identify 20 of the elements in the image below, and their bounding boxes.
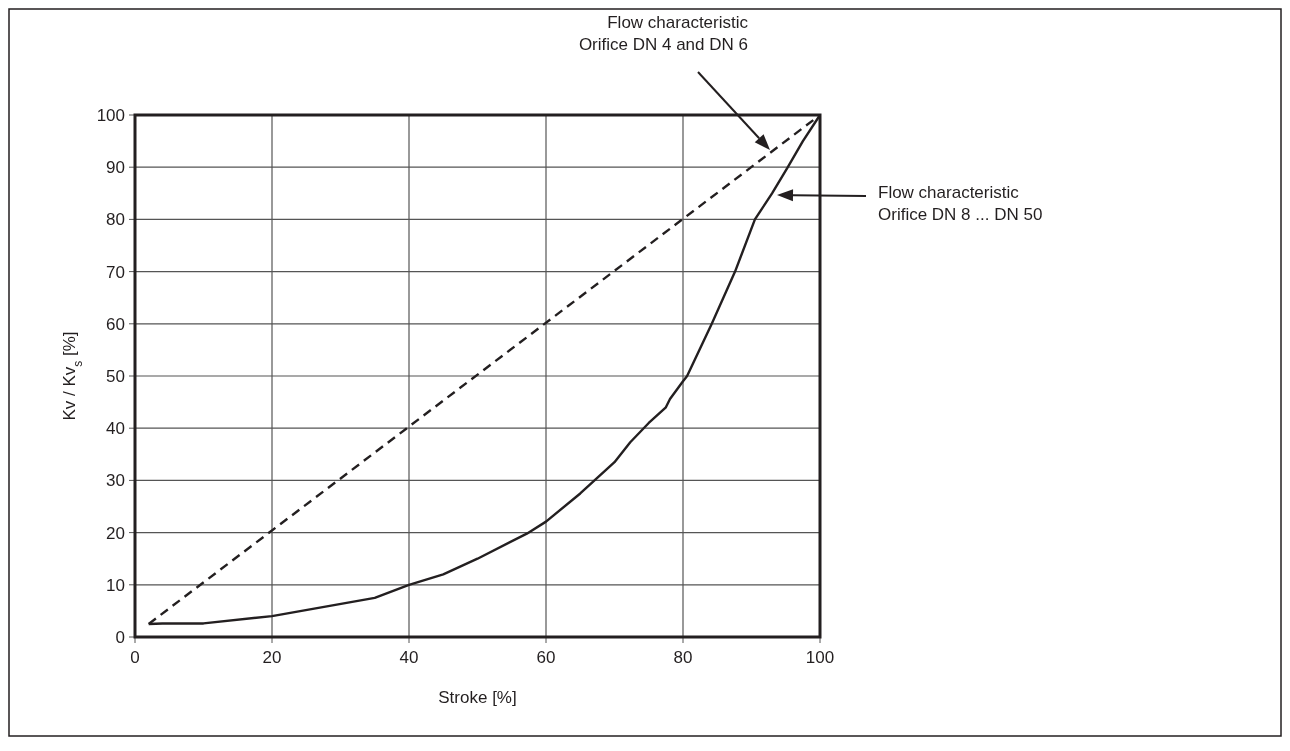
x-tick-label: 100 (805, 648, 835, 667)
text: Flow characteristic Orifice DN 8 ... DN 50 (878, 183, 1043, 224)
x-tick-label: 40 (399, 648, 419, 667)
y-tick-label: 20 (106, 523, 125, 543)
y-tick-label: 100 (96, 106, 125, 125)
y-tick-label: 50 (106, 367, 125, 386)
y-tick-label: 70 (106, 262, 125, 282)
y-tick-label: 80 (106, 210, 125, 230)
x-tick-label: 80 (673, 648, 693, 667)
y-tick-label: 0 (115, 628, 125, 647)
x-tick-label: 60 (536, 648, 556, 667)
text: Flow characteristic Orifice DN 4 and DN 6 (578, 13, 749, 54)
y-tick-label: 10 (106, 575, 125, 595)
x-tick-label: 20 (262, 648, 282, 667)
x-axis-title: Stroke [%] (438, 688, 517, 707)
y-tick-label: 60 (106, 314, 125, 334)
x-tick-label: 0 (130, 648, 140, 667)
y-tick-label: 30 (106, 471, 125, 491)
y-tick-label: 90 (106, 158, 125, 178)
y-tick-label: 40 (106, 419, 125, 439)
